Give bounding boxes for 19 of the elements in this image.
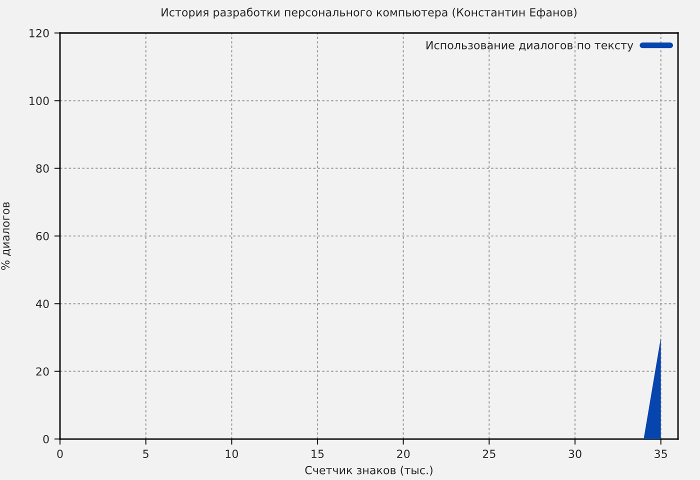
y-axis-title: % диалогов: [1, 202, 11, 270]
y-tick-label: 80: [36, 164, 49, 173]
x-axis-title: Счетчик знаков (тыс.): [305, 466, 432, 476]
y-tick-label: 100: [30, 96, 49, 106]
x-tick-label: 0: [57, 450, 63, 458]
x-tick-label: 15: [312, 450, 324, 458]
x-tick-label: 20: [397, 450, 410, 458]
x-tick-label: 5: [143, 450, 148, 458]
x-tick-label: 10: [226, 450, 238, 458]
y-tick-label: 40: [36, 300, 49, 308]
x-tick-label: 35: [654, 450, 667, 458]
x-tick-label: 30: [568, 450, 582, 458]
y-tick-label: 60: [36, 232, 49, 240]
y-tick-label: 0: [43, 434, 49, 444]
y-tick-label: 120: [30, 28, 49, 38]
x-tick-label: 25: [482, 450, 496, 458]
chart-title: История разработки персонального компьютера (Константин Ефанов): [162, 8, 576, 19]
legend-label: Использование диалогов по тексту: [426, 41, 634, 52]
y-tick-label: 20: [36, 367, 49, 376]
